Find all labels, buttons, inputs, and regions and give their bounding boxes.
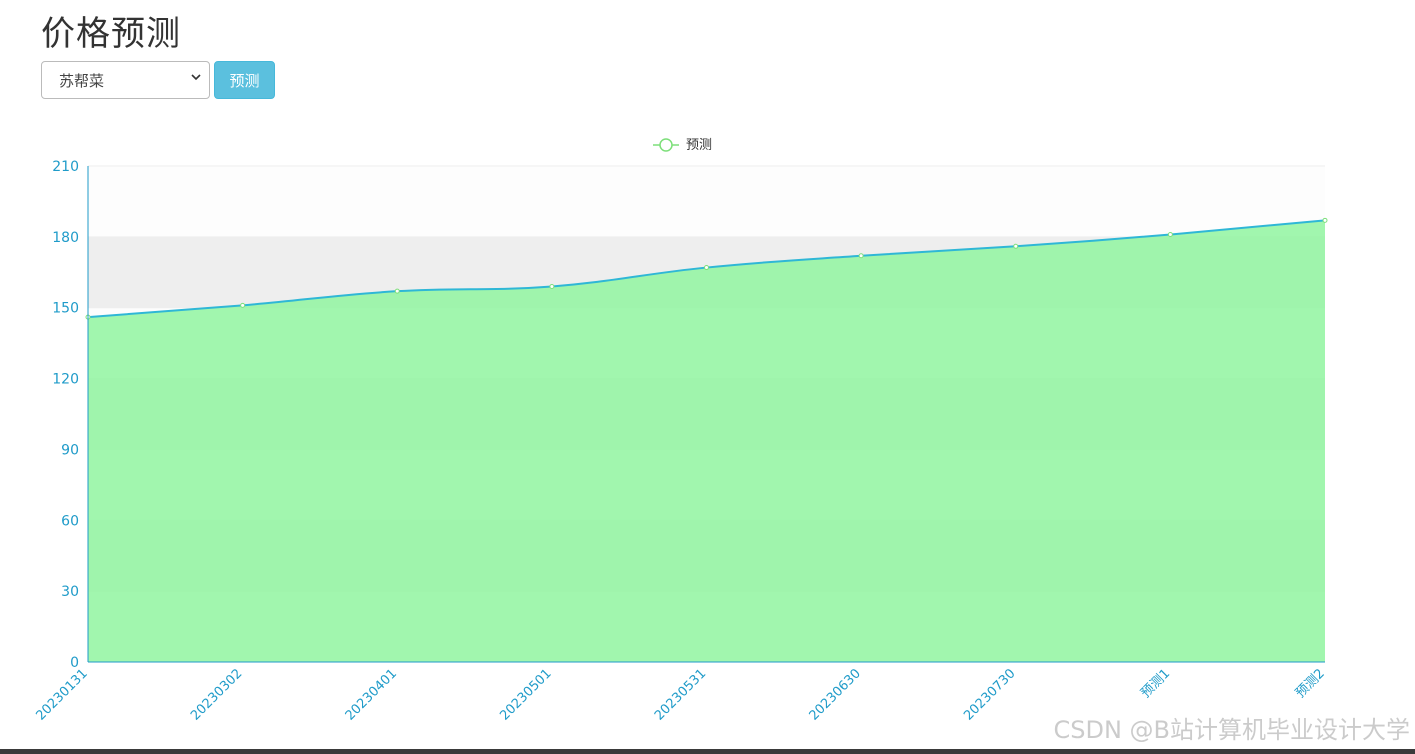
data-point: [1322, 217, 1328, 223]
x-tick-label: 预测1: [1138, 666, 1173, 701]
y-tick-label: 180: [52, 230, 79, 246]
y-tick-label: 0: [70, 655, 79, 671]
x-tick-label: 20230501: [497, 666, 554, 723]
split-area-band: [88, 166, 1325, 237]
x-tick-label: 20230401: [343, 666, 400, 723]
x-tick-label: 20230630: [807, 666, 864, 723]
data-point: [1167, 231, 1173, 237]
bottom-bar: [0, 749, 1415, 754]
cuisine-select[interactable]: 苏帮菜: [41, 61, 210, 99]
y-tick-label: 30: [61, 584, 79, 600]
series-area-fill: [88, 220, 1325, 663]
data-point: [858, 253, 864, 259]
x-tick-label: 20230131: [33, 666, 90, 723]
data-point: [704, 265, 709, 271]
data-point: [1013, 243, 1019, 249]
legend-marker-icon: [659, 138, 673, 152]
legend-label: 预测: [686, 138, 712, 153]
y-tick-label: 120: [52, 372, 79, 388]
y-tick-label: 210: [52, 159, 79, 175]
x-tick-label: 20230302: [188, 666, 245, 723]
x-tick-label: 预测2: [1293, 666, 1328, 701]
data-point: [549, 283, 555, 289]
data-point: [394, 288, 400, 294]
chevron-down-icon: [191, 74, 201, 81]
y-tick-label: 90: [61, 442, 79, 458]
y-tick-label: 150: [52, 301, 79, 317]
watermark: CSDN @B站计算机毕业设计大学: [1053, 716, 1410, 744]
y-tick-label: 60: [61, 513, 79, 529]
x-tick-label: 20230531: [652, 666, 709, 723]
x-tick-label: 20230730: [961, 666, 1018, 723]
predict-button[interactable]: 预测: [214, 61, 275, 99]
data-point: [240, 302, 246, 308]
legend: 预测: [653, 138, 712, 153]
cuisine-select-value: 苏帮菜: [59, 72, 105, 90]
page-title: 价格预测: [41, 14, 181, 54]
